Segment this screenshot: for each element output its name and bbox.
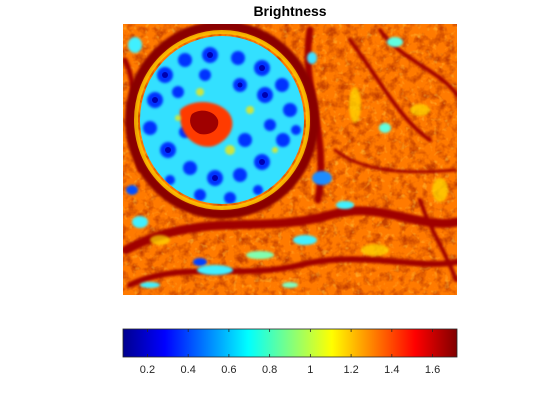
colorbar-tick-label: 1.6 — [425, 364, 440, 376]
colorbar-tick-label: 1.2 — [343, 364, 358, 376]
colorbar-ticks: 0.2 0.4 0.6 0.8 1 1.2 1.4 1.6 — [140, 329, 440, 376]
colorbar-tick-label: 0.4 — [181, 364, 196, 376]
colorbar-tick-label: 1 — [307, 364, 313, 376]
colorbar-gradient — [123, 329, 457, 357]
colorbar-tick-label: 0.6 — [221, 364, 236, 376]
colorbar-frame — [122, 328, 458, 358]
colorbar-tick-label: 1.4 — [384, 364, 399, 376]
colorbar-tick-label: 0.8 — [262, 364, 277, 376]
colorbar-tick-label: 0.2 — [140, 364, 155, 376]
colorbar: 0.2 0.4 0.6 0.8 1 1.2 1.4 1.6 — [122, 328, 458, 376]
heatmap-image — [123, 24, 457, 295]
chart-title: Brightness — [253, 3, 326, 19]
